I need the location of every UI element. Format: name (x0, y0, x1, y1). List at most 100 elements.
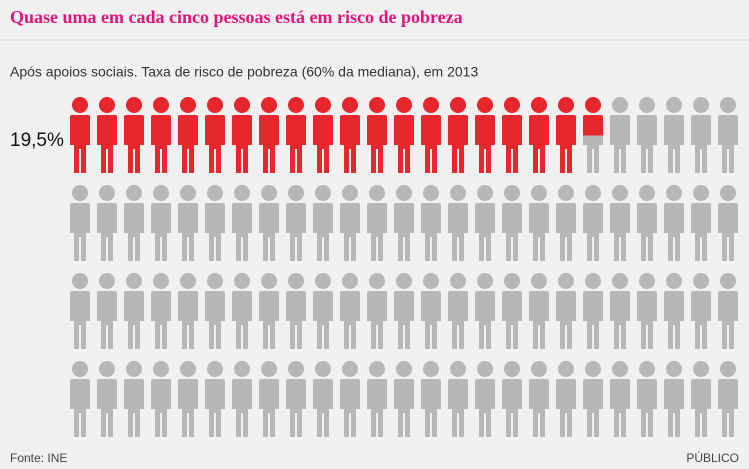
icon (286, 361, 306, 437)
icon (313, 361, 333, 437)
icon-highlight (124, 97, 144, 173)
icon (718, 97, 738, 173)
icon (97, 273, 117, 349)
icon-highlight (340, 97, 360, 173)
icon (610, 97, 630, 173)
icon (394, 361, 414, 437)
icon (583, 273, 603, 349)
chart-title: Quase uma em cada cinco pessoas está em … (10, 7, 463, 27)
icon (529, 185, 549, 261)
icon-highlight (394, 97, 414, 173)
icon (367, 273, 387, 349)
icon (502, 185, 522, 261)
icon (556, 361, 576, 437)
icon-highlight (259, 97, 279, 173)
icon (421, 185, 441, 261)
icon (70, 361, 90, 437)
icon-highlight (583, 97, 603, 136)
icon (529, 361, 549, 437)
icon (664, 97, 684, 173)
icon (178, 185, 198, 261)
icon (637, 185, 657, 261)
icon (313, 273, 333, 349)
icon (286, 273, 306, 349)
icon (205, 185, 225, 261)
icon (340, 185, 360, 261)
icon (637, 273, 657, 349)
icon-highlight (313, 97, 333, 173)
icon (394, 273, 414, 349)
icon (637, 97, 657, 173)
icon-highlight (367, 97, 387, 173)
icon (718, 273, 738, 349)
icon (691, 97, 711, 173)
icon (70, 185, 90, 261)
icon (691, 273, 711, 349)
icon (340, 361, 360, 437)
icon (529, 273, 549, 349)
icon (151, 273, 171, 349)
icon (178, 273, 198, 349)
icon (394, 185, 414, 261)
icon (124, 185, 144, 261)
icon-highlight (556, 97, 576, 173)
icon-highlight (205, 97, 225, 173)
icon (718, 185, 738, 261)
icon (448, 185, 468, 261)
icon (124, 273, 144, 349)
icon (556, 273, 576, 349)
icon (97, 185, 117, 261)
icon-highlight (421, 97, 441, 173)
icon (259, 185, 279, 261)
icon (664, 185, 684, 261)
icon-highlight (529, 97, 549, 173)
icon (664, 273, 684, 349)
icon (691, 185, 711, 261)
icon (610, 273, 630, 349)
icon (259, 273, 279, 349)
icon (286, 185, 306, 261)
icon (232, 185, 252, 261)
icon (232, 273, 252, 349)
icon (610, 185, 630, 261)
icon (583, 185, 603, 261)
icon (124, 361, 144, 437)
icon-highlight (70, 97, 90, 173)
icon (448, 273, 468, 349)
icon (232, 361, 252, 437)
icon (664, 361, 684, 437)
icon (718, 361, 738, 437)
icon (259, 361, 279, 437)
icon (205, 361, 225, 437)
icon-highlight (475, 97, 495, 173)
icon-highlight (97, 97, 117, 173)
icon (610, 361, 630, 437)
icon-highlight (286, 97, 306, 173)
icon (691, 361, 711, 437)
source: Fonte: INE (10, 451, 67, 465)
icon (583, 361, 603, 437)
icon (421, 361, 441, 437)
icon-highlight (448, 97, 468, 173)
icon (367, 361, 387, 437)
icon-highlight (151, 97, 171, 173)
icon (502, 361, 522, 437)
icon (178, 361, 198, 437)
icon (313, 185, 333, 261)
icon (151, 361, 171, 437)
icon-highlight (502, 97, 522, 173)
icon-highlight (232, 97, 252, 173)
icon (421, 273, 441, 349)
icon (340, 273, 360, 349)
icon (502, 273, 522, 349)
icon (205, 273, 225, 349)
icon (637, 361, 657, 437)
icon (448, 361, 468, 437)
icon (475, 273, 495, 349)
icon-highlight (178, 97, 198, 173)
icon (97, 361, 117, 437)
icon (475, 185, 495, 261)
icon (151, 185, 171, 261)
icon (367, 185, 387, 261)
